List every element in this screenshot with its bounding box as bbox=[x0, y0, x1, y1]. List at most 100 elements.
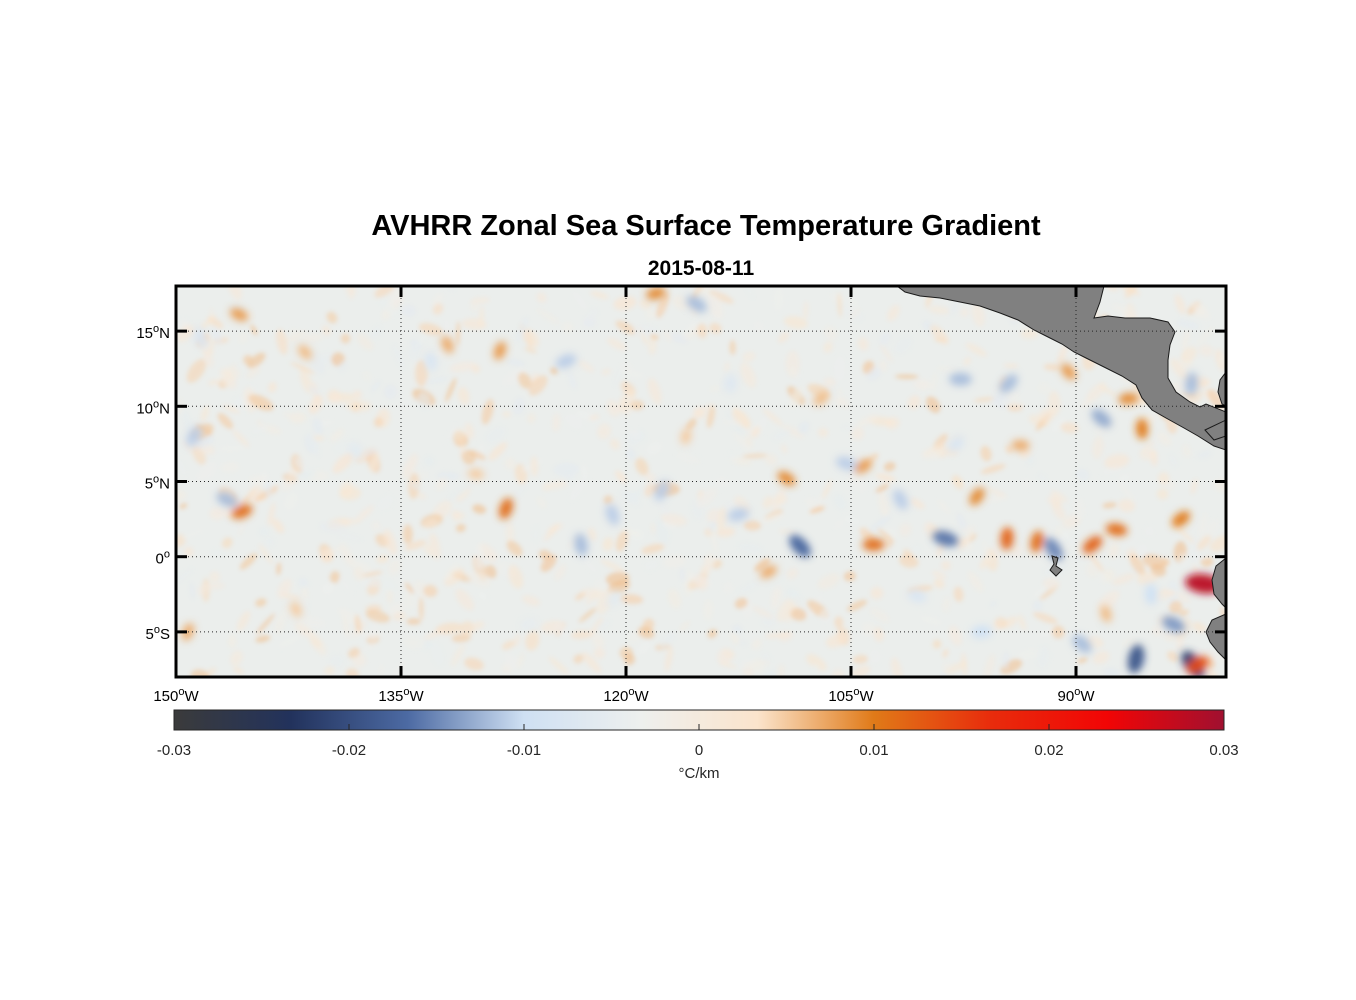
texture-blob bbox=[348, 647, 360, 658]
texture-blob bbox=[227, 634, 237, 649]
texture-blob bbox=[294, 457, 308, 472]
texture-blob bbox=[1104, 568, 1115, 582]
texture-blob bbox=[544, 523, 560, 541]
texture-blob bbox=[894, 336, 913, 354]
texture-blob bbox=[1164, 629, 1177, 642]
texture-blob bbox=[469, 301, 479, 312]
texture-blob bbox=[455, 588, 474, 611]
texture-blob bbox=[485, 426, 506, 443]
texture-blob bbox=[457, 387, 470, 405]
texture-blob bbox=[587, 527, 597, 541]
texture-blob bbox=[597, 423, 612, 440]
texture-blob bbox=[942, 662, 952, 672]
texture-blob bbox=[603, 480, 609, 490]
sst-feature bbox=[1162, 616, 1185, 633]
texture-blob bbox=[968, 533, 977, 543]
sst-feature bbox=[1082, 535, 1103, 554]
texture-blob bbox=[722, 420, 743, 426]
texture-blob bbox=[615, 530, 629, 552]
texture-blob bbox=[745, 436, 753, 448]
sst-feature bbox=[298, 344, 312, 360]
texture-blob bbox=[444, 567, 465, 586]
texture-blob bbox=[181, 410, 192, 433]
colorbar-ticks: -0.03 -0.02 -0.01 0 0.01 0.02 0.03 bbox=[157, 724, 1239, 759]
texture-blob bbox=[656, 293, 670, 319]
texture-blob bbox=[703, 599, 714, 621]
sst-feature bbox=[680, 428, 692, 445]
texture-blob bbox=[1054, 535, 1077, 546]
texture-blob bbox=[1111, 572, 1136, 586]
texture-blob bbox=[444, 562, 460, 581]
texture-blob bbox=[455, 523, 466, 533]
texture-blob bbox=[754, 558, 771, 572]
texture-blob bbox=[942, 596, 951, 613]
x-tick-label: 90oW bbox=[1058, 686, 1096, 705]
texture-blob bbox=[774, 664, 785, 677]
texture-blob bbox=[511, 483, 528, 502]
sst-feature bbox=[1060, 363, 1077, 380]
texture-blob bbox=[1032, 586, 1046, 599]
texture-blob bbox=[528, 375, 548, 396]
texture-blob bbox=[760, 512, 785, 524]
sst-feature bbox=[969, 487, 985, 506]
texture-blob bbox=[724, 362, 730, 372]
sst-feature bbox=[654, 480, 670, 501]
texture-blob bbox=[211, 327, 222, 344]
colorbar-tick-label: 0.03 bbox=[1209, 742, 1238, 759]
texture-blob bbox=[464, 422, 475, 439]
texture-blob bbox=[751, 426, 761, 439]
texture-blob bbox=[358, 580, 376, 588]
texture-blob bbox=[209, 507, 227, 520]
sst-feature bbox=[789, 534, 811, 558]
texture-blob bbox=[1067, 603, 1083, 609]
texture-blob bbox=[710, 529, 719, 554]
texture-blob bbox=[1173, 524, 1195, 544]
texture-blob bbox=[973, 397, 996, 403]
texture-blob bbox=[502, 367, 527, 387]
texture-blob bbox=[569, 477, 587, 502]
texture-blob bbox=[809, 506, 825, 514]
texture-blob bbox=[593, 647, 605, 659]
texture-blob bbox=[1102, 502, 1117, 509]
texture-blob bbox=[319, 521, 347, 532]
texture-blob bbox=[592, 634, 605, 649]
texture-blob bbox=[371, 325, 382, 339]
texture-blob bbox=[659, 631, 676, 650]
texture-blob bbox=[179, 503, 188, 509]
texture-blob bbox=[1076, 468, 1090, 481]
texture-blob bbox=[1104, 454, 1130, 469]
texture-blob bbox=[1047, 493, 1060, 505]
texture-blob bbox=[578, 360, 595, 373]
colorbar-unit-label: °C/km bbox=[679, 765, 720, 782]
texture-blob bbox=[290, 362, 316, 374]
texture-blob bbox=[445, 377, 457, 403]
texture-blob bbox=[1139, 449, 1157, 460]
texture-blob bbox=[523, 329, 540, 348]
sst-feature bbox=[835, 456, 858, 471]
texture-blob bbox=[676, 452, 701, 465]
texture-blob bbox=[994, 617, 1007, 629]
x-tick-label: 135oW bbox=[378, 686, 424, 705]
texture-blob bbox=[663, 330, 673, 342]
texture-blob bbox=[827, 390, 844, 399]
texture-blob bbox=[418, 323, 443, 336]
texture-blob bbox=[931, 372, 937, 394]
texture-blob bbox=[606, 399, 620, 417]
texture-blob bbox=[1053, 526, 1063, 539]
texture-blob bbox=[948, 625, 962, 646]
texture-blob bbox=[933, 578, 945, 589]
texture-blob bbox=[455, 321, 461, 346]
sst-feature bbox=[1044, 537, 1063, 561]
texture-blob bbox=[784, 316, 808, 329]
sst-feature bbox=[574, 533, 588, 556]
texture-blob bbox=[443, 422, 457, 446]
texture-blob bbox=[643, 483, 657, 497]
texture-blob bbox=[936, 366, 960, 372]
texture-blob bbox=[742, 453, 768, 459]
sst-feature bbox=[1091, 409, 1112, 428]
texture-blob bbox=[613, 366, 622, 387]
texture-blob bbox=[562, 321, 574, 333]
texture-blob bbox=[1129, 553, 1146, 576]
texture-blob bbox=[548, 656, 569, 675]
texture-blob bbox=[1192, 622, 1207, 633]
